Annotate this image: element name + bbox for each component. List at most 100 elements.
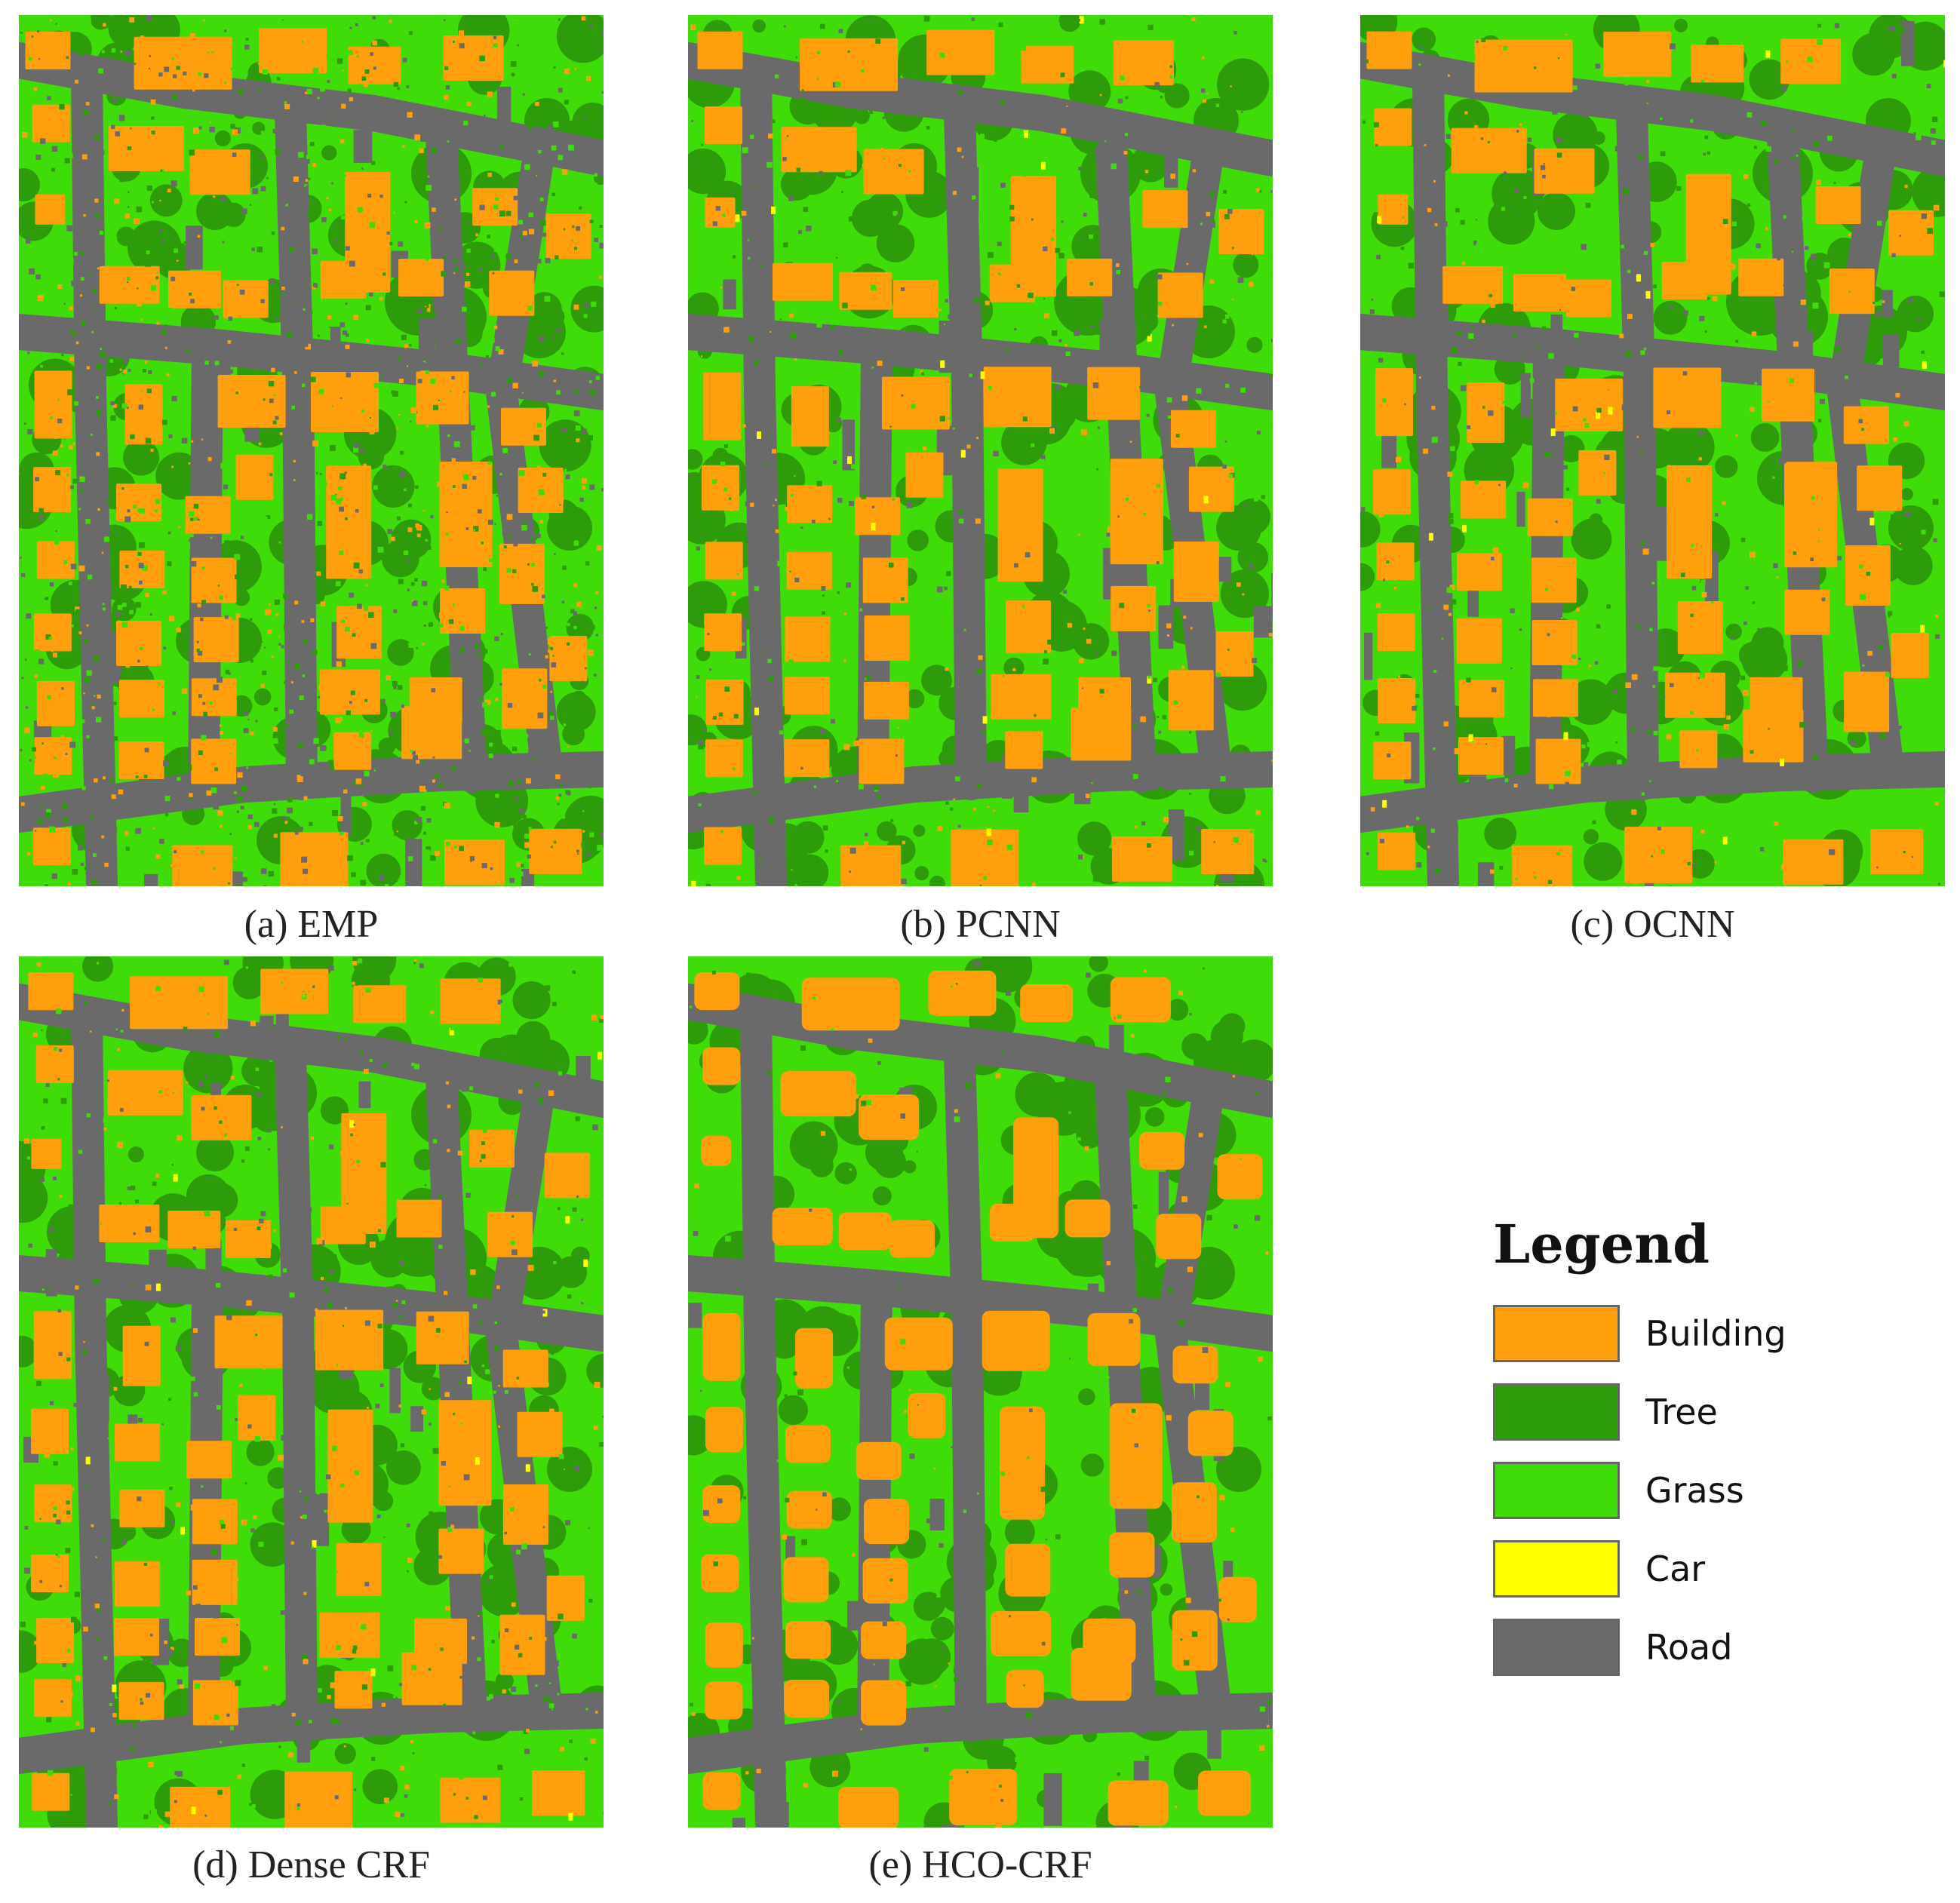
noise-pixel [85, 563, 91, 567]
driveway [688, 1303, 702, 1328]
noise-pixel [720, 461, 726, 467]
noise-pixel [419, 963, 424, 968]
building [773, 262, 833, 301]
noise-pixel [331, 182, 334, 185]
noise-pixel [103, 1117, 109, 1123]
noise-pixel [525, 1205, 530, 1210]
tree-patch [118, 1523, 137, 1541]
noise-pixel [548, 649, 551, 653]
noise-pixel [1447, 74, 1450, 77]
noise-pixel [582, 478, 587, 483]
noise-pixel [94, 778, 98, 783]
noise-pixel [263, 1367, 266, 1370]
noise-pixel [732, 591, 736, 596]
noise-pixel [980, 134, 985, 139]
noise-pixel [47, 1769, 54, 1776]
noise-pixel [396, 1300, 398, 1302]
noise-pixel [505, 1628, 509, 1633]
noise-pixel [127, 1186, 131, 1190]
noise-pixel [207, 1060, 210, 1063]
noise-pixel [814, 336, 818, 340]
noise-pixel [1785, 60, 1789, 63]
car [1780, 758, 1784, 766]
noise-pixel [1817, 39, 1823, 45]
building [705, 739, 743, 778]
noise-pixel [339, 506, 344, 512]
noise-pixel [78, 50, 84, 56]
noise-pixel [510, 266, 513, 270]
noise-pixel [741, 210, 747, 216]
noise-pixel [91, 288, 96, 293]
driveway [968, 167, 979, 216]
noise-pixel [1482, 319, 1485, 324]
noise-pixel [59, 1048, 63, 1052]
noise-pixel [1861, 428, 1864, 431]
noise-pixel [558, 496, 564, 502]
noise-pixel [823, 715, 827, 719]
noise-pixel [49, 1401, 54, 1405]
building [1653, 367, 1722, 428]
noise-pixel [748, 336, 754, 342]
noise-pixel [25, 706, 29, 709]
noise-pixel [939, 308, 942, 312]
noise-pixel [1647, 730, 1651, 735]
noise-pixel [349, 121, 351, 124]
noise-pixel [121, 1008, 124, 1012]
noise-pixel [920, 370, 923, 373]
noise-pixel [279, 432, 283, 435]
noise-pixel [513, 542, 518, 547]
tree-patch [358, 443, 385, 470]
noise-pixel [1800, 299, 1806, 305]
noise-pixel [1026, 1456, 1030, 1459]
driveway [405, 839, 422, 886]
noise-pixel [1189, 850, 1194, 856]
noise-pixel [320, 745, 326, 751]
legend-item-building: Building [1493, 1305, 1870, 1362]
noise-pixel [364, 40, 371, 47]
noise-pixel [503, 545, 507, 548]
noise-pixel [395, 1812, 401, 1817]
noise-pixel [1490, 557, 1495, 560]
noise-pixel [723, 487, 728, 492]
noise-pixel [510, 1814, 515, 1819]
noise-pixel [1031, 882, 1036, 886]
noise-pixel [1003, 675, 1005, 677]
noise-pixel [400, 571, 404, 575]
noise-pixel [315, 63, 321, 68]
building [31, 1555, 69, 1592]
noise-pixel [788, 195, 794, 201]
noise-pixel [439, 783, 444, 787]
noise-pixel [941, 569, 945, 573]
noise-pixel [527, 1265, 534, 1271]
noise-pixel [1181, 395, 1188, 401]
car [1147, 676, 1152, 684]
noise-pixel [397, 427, 399, 429]
building [864, 1499, 909, 1545]
noise-pixel [349, 575, 352, 579]
building [881, 376, 950, 430]
noise-pixel [1192, 169, 1197, 173]
noise-pixel [712, 479, 717, 484]
noise-pixel [1069, 1357, 1071, 1360]
building [1139, 1131, 1185, 1170]
noise-pixel [371, 161, 376, 165]
noise-pixel [223, 484, 229, 490]
noise-pixel [598, 1391, 604, 1397]
noise-pixel [297, 414, 304, 421]
noise-pixel [1911, 856, 1914, 858]
noise-pixel [720, 830, 723, 833]
driveway [1363, 632, 1373, 680]
noise-pixel [806, 226, 812, 232]
building [701, 1554, 739, 1592]
noise-pixel [1125, 497, 1129, 502]
noise-pixel [1089, 282, 1093, 286]
noise-pixel [413, 962, 416, 965]
noise-pixel [1772, 493, 1777, 499]
noise-pixel [61, 1729, 64, 1732]
driveway [1501, 735, 1516, 775]
noise-pixel [130, 1747, 135, 1752]
noise-pixel [985, 1171, 990, 1176]
noise-pixel [401, 334, 407, 340]
noise-pixel [66, 1500, 70, 1505]
noise-pixel [271, 1131, 275, 1135]
